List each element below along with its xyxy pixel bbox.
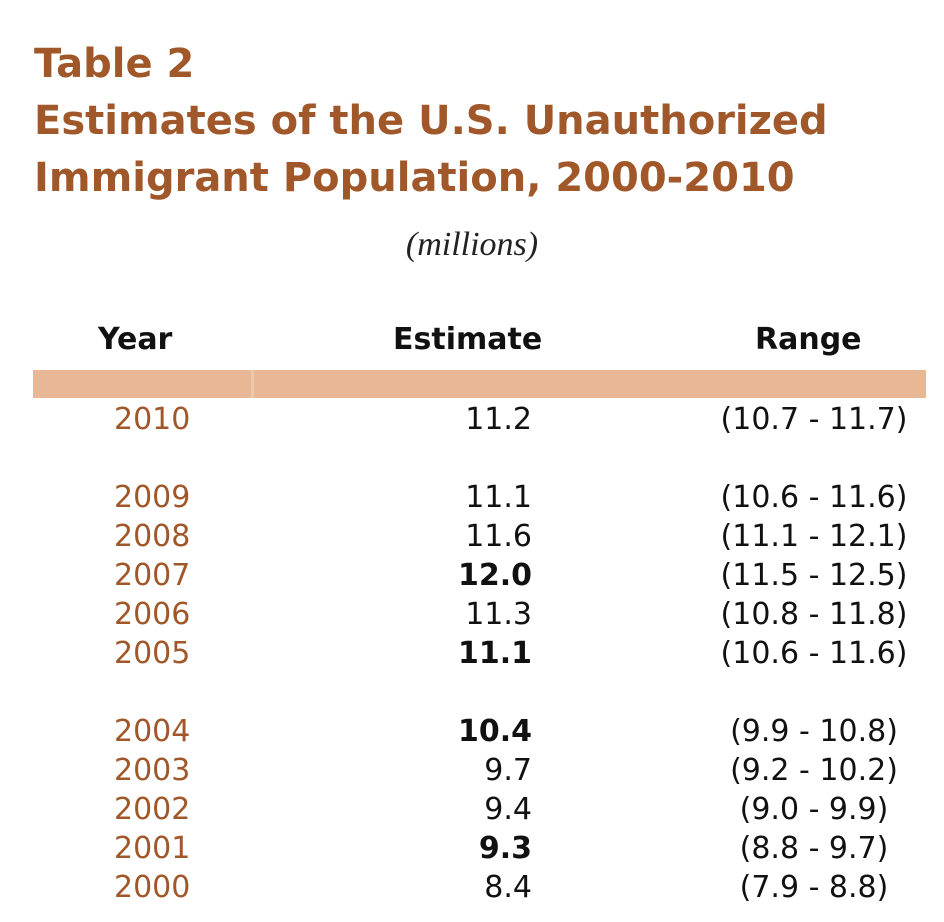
column-header-year: Year — [98, 322, 173, 357]
range-cell: (11.1 - 12.1) — [720, 519, 908, 554]
range-cell: (10.6 - 11.6) — [720, 636, 908, 671]
range-cell: (7.9 - 8.8) — [739, 870, 889, 905]
column-header-range: Range — [755, 322, 862, 357]
estimate-cell: 11.1 — [465, 480, 532, 515]
range-cell: (9.9 - 10.8) — [730, 714, 898, 749]
estimate-cell: 10.4 — [457, 714, 532, 749]
estimate-cell: 9.3 — [478, 831, 532, 866]
range-cell: (9.0 - 9.9) — [739, 792, 889, 827]
table-row: 2003 9.7 (9.2 - 10.2) — [0, 751, 944, 790]
range-cell: (11.5 - 12.5) — [720, 558, 908, 593]
unit-label: (millions) — [405, 226, 539, 263]
table-row: 2010 11.2 (10.7 - 11.7) — [0, 400, 944, 439]
year-cell: 2007 — [114, 558, 191, 593]
table-header: Year Estimate Range — [0, 320, 944, 364]
year-cell: 2003 — [114, 753, 191, 788]
year-cell: 2009 — [114, 480, 191, 515]
table-row: 2001 9.3 (8.8 - 9.7) — [0, 829, 944, 868]
range-cell: (10.7 - 11.7) — [720, 402, 908, 437]
year-cell: 2010 — [114, 402, 191, 437]
estimate-cell: 11.1 — [457, 636, 532, 671]
table-row: 2007 12.0 (11.5 - 12.5) — [0, 556, 944, 595]
estimate-cell: 8.4 — [484, 870, 532, 905]
table-row: 2006 11.3 (10.8 - 11.8) — [0, 595, 944, 634]
year-cell: 2000 — [114, 870, 191, 905]
range-cell: (9.2 - 10.2) — [730, 753, 898, 788]
table-row: 2000 8.4 (7.9 - 8.8) — [0, 868, 944, 907]
year-cell: 2001 — [114, 831, 191, 866]
table-row: 2004 10.4 (9.9 - 10.8) — [0, 712, 944, 751]
year-cell: 2002 — [114, 792, 191, 827]
column-header-estimate: Estimate — [393, 322, 543, 357]
table-number: Table 2 — [34, 41, 195, 87]
table-row: 2009 11.1 (10.6 - 11.6) — [0, 478, 944, 517]
table-title: Table 2 Estimates of the U.S. Unauthoriz… — [34, 36, 828, 207]
range-cell: (8.8 - 9.7) — [739, 831, 889, 866]
range-cell: (10.8 - 11.8) — [720, 597, 908, 632]
estimate-cell: 11.2 — [465, 402, 532, 437]
table-title-line-2: Immigrant Population, 2000-2010 — [34, 155, 795, 201]
estimate-cell: 12.0 — [457, 558, 532, 593]
range-cell: (10.6 - 11.6) — [720, 480, 908, 515]
header-band — [33, 370, 926, 398]
header-band-divider — [251, 370, 254, 398]
year-cell: 2005 — [114, 636, 191, 671]
estimate-cell: 11.6 — [465, 519, 532, 554]
estimate-cell: 9.4 — [484, 792, 532, 827]
year-cell: 2004 — [114, 714, 191, 749]
table-row: 2008 11.6 (11.1 - 12.1) — [0, 517, 944, 556]
estimate-cell: 11.3 — [465, 597, 532, 632]
year-cell: 2006 — [114, 597, 191, 632]
year-cell: 2008 — [114, 519, 191, 554]
estimate-cell: 9.7 — [484, 753, 532, 788]
table-title-line-1: Estimates of the U.S. Unauthorized — [34, 98, 828, 144]
table-row: 2005 11.1 (10.6 - 11.6) — [0, 634, 944, 673]
table-row: 2002 9.4 (9.0 - 9.9) — [0, 790, 944, 829]
